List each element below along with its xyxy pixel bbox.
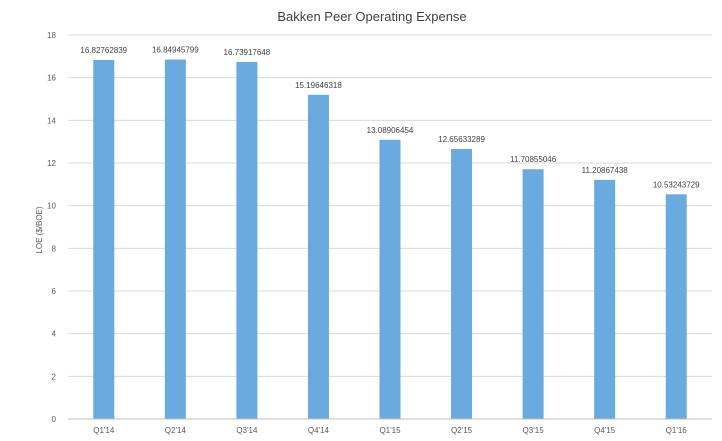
x-tick-Q1'15: Q1'15: [379, 426, 401, 435]
x-tick-Q2'15: Q2'15: [451, 426, 473, 435]
bars: [93, 59, 687, 420]
bar-Q1'16: [665, 194, 687, 419]
y-tick-14: 14: [47, 116, 56, 125]
bar-Q4'14: [307, 94, 329, 420]
bar-Q3'15: [522, 169, 544, 419]
y-tick-0: 0: [52, 415, 57, 424]
data-label-Q1'14: 16.82762839: [80, 46, 127, 55]
y-tick-2: 2: [52, 372, 57, 381]
y-axis-label: LOE ($/BOE): [35, 206, 44, 253]
data-label-Q4'15: 11.20867438: [582, 166, 629, 175]
bar-Q3'14: [236, 61, 258, 419]
data-label-Q2'15: 12.65633289: [438, 135, 485, 144]
y-tick-8: 8: [52, 244, 57, 253]
y-tick-4: 4: [52, 330, 57, 339]
y-tick-12: 12: [47, 159, 56, 168]
x-tick-Q1'14: Q1'14: [93, 426, 115, 435]
data-label-Q3'14: 16.73917648: [224, 48, 271, 57]
y-tick-16: 16: [47, 74, 56, 83]
bar-Q2'14: [164, 59, 186, 420]
data-labels: 16.82762839 16.84945799 16.73917648 15.1964…: [80, 46, 700, 190]
x-tick-labels: Q1'14 Q2'14 Q3'14 Q4'14 Q1'15 Q2'15 Q3'15 Q4'15…: [93, 426, 687, 435]
x-tick-Q1'16: Q1'16: [666, 426, 688, 435]
x-tick-Q4'15: Q4'15: [594, 426, 616, 435]
bar-Q1'14: [93, 60, 115, 420]
chart-title: Bakken Peer Operating Expense: [277, 9, 466, 24]
y-tick-10: 10: [47, 202, 56, 211]
data-label-Q2'14: 16.84945799: [152, 46, 199, 55]
y-tick-18: 18: [47, 31, 56, 40]
data-label-Q3'15: 11.70855046: [510, 155, 557, 164]
x-tick-Q3'15: Q3'15: [523, 426, 545, 435]
x-tick-Q2'14: Q2'14: [165, 426, 187, 435]
y-tick-labels: 0 2 4 6 8 10 12 14 16 18: [47, 31, 56, 424]
data-label-Q4'14: 15.19646318: [295, 81, 342, 90]
bar-Q4'15: [594, 179, 616, 419]
bar-Q1'15: [379, 139, 401, 420]
y-tick-6: 6: [52, 287, 57, 296]
x-tick-Q3'14: Q3'14: [236, 426, 258, 435]
data-label-Q1'15: 13.08906454: [367, 126, 414, 135]
x-tick-Q4'14: Q4'14: [308, 426, 330, 435]
data-label-Q1'16: 10.53243729: [653, 180, 700, 189]
bar-Q2'15: [451, 148, 473, 419]
